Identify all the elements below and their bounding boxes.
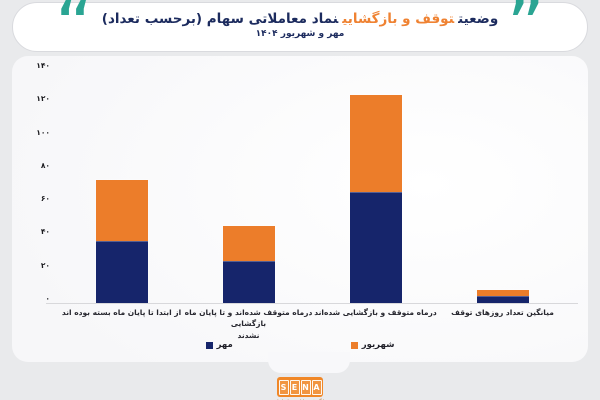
title-wrap: وضعیتتوقف و بازگشایینماد معاملاتی سهام (… xyxy=(13,11,587,39)
chart-card: ۰ ۲۰ ۴۰ ۶۰ ۸۰ ۱۰۰ ۱۲۰ ۱۴۰ از ابتدا تا پایان ماه… xyxy=(12,56,588,362)
logo-letter: N xyxy=(300,379,311,395)
legend-swatch xyxy=(350,341,358,349)
legend-item: شهریور xyxy=(350,340,395,350)
logo-letter: E xyxy=(289,379,300,395)
close-quote-icon: ” xyxy=(506,0,545,69)
legend-swatch xyxy=(205,341,213,349)
y-tick-label: ۱۰۰ xyxy=(36,127,50,137)
bar-segment xyxy=(222,261,275,303)
y-tick-label: ۱۴۰ xyxy=(36,61,50,70)
title-rest: نماد معاملاتی سهام (برحسب تعداد) xyxy=(101,11,339,27)
y-tick-label: ۴۰ xyxy=(40,227,50,237)
logo-letter: A xyxy=(311,379,322,395)
title-highlight: توقف و بازگشایی xyxy=(342,11,455,27)
category-label: درماه متوقف شده‌اند و تا پایان ماه بازگش… xyxy=(184,308,313,340)
chart-subtitle: مهر و شهریور ۱۴۰۴ xyxy=(255,29,345,39)
y-tick-label: ۰ xyxy=(45,294,50,303)
category-label: از ابتدا تا پایان ماه بسته بوده اند xyxy=(61,308,182,317)
y-tick-label: ۱۲۰ xyxy=(36,94,50,104)
bar-segment xyxy=(95,241,148,303)
legend-label: شهریور xyxy=(361,340,395,350)
legend-label: مهر xyxy=(216,340,233,350)
x-axis-labels: از ابتدا تا پایان ماه بسته بوده اند درماه… xyxy=(58,307,566,341)
card-bottom-notch xyxy=(268,352,350,373)
chart-title: وضعیتتوقف و بازگشایینماد معاملاتی سهام (… xyxy=(13,11,587,27)
open-quote-icon: “ xyxy=(55,0,94,69)
logo-tagline: پایگاه خبری بازار سرمایه ایران xyxy=(255,398,345,400)
bar-segment xyxy=(349,191,402,303)
y-tick-label: ۸۰ xyxy=(40,160,50,170)
bar-segment xyxy=(222,226,275,262)
bar-segment xyxy=(349,94,402,192)
bar-segment xyxy=(476,296,529,303)
category-label: درماه متوقف و بازگشایی شده‌اند xyxy=(314,308,437,317)
title-lead: وضعیت xyxy=(458,11,499,27)
title-banner: “ وضعیتتوقف و بازگشایینماد معاملاتی سهام… xyxy=(12,0,588,63)
y-axis: ۰ ۲۰ ۴۰ ۶۰ ۸۰ ۱۰۰ ۱۲۰ ۱۴۰ xyxy=(12,56,52,316)
sena-logo: S E N A xyxy=(277,377,323,397)
y-tick-label: ۶۰ xyxy=(40,194,50,204)
bar-segment xyxy=(476,289,529,297)
legend-item: مهر xyxy=(205,340,233,350)
y-tick-label: ۲۰ xyxy=(40,260,50,270)
plot-area xyxy=(58,70,566,303)
category-label: میانگین تعداد روزهای توقف xyxy=(451,308,554,317)
bar-segment xyxy=(95,179,148,242)
logo-letter: S xyxy=(278,379,289,395)
x-axis-line xyxy=(46,303,578,304)
legend: مهر شهریور xyxy=(12,340,588,350)
